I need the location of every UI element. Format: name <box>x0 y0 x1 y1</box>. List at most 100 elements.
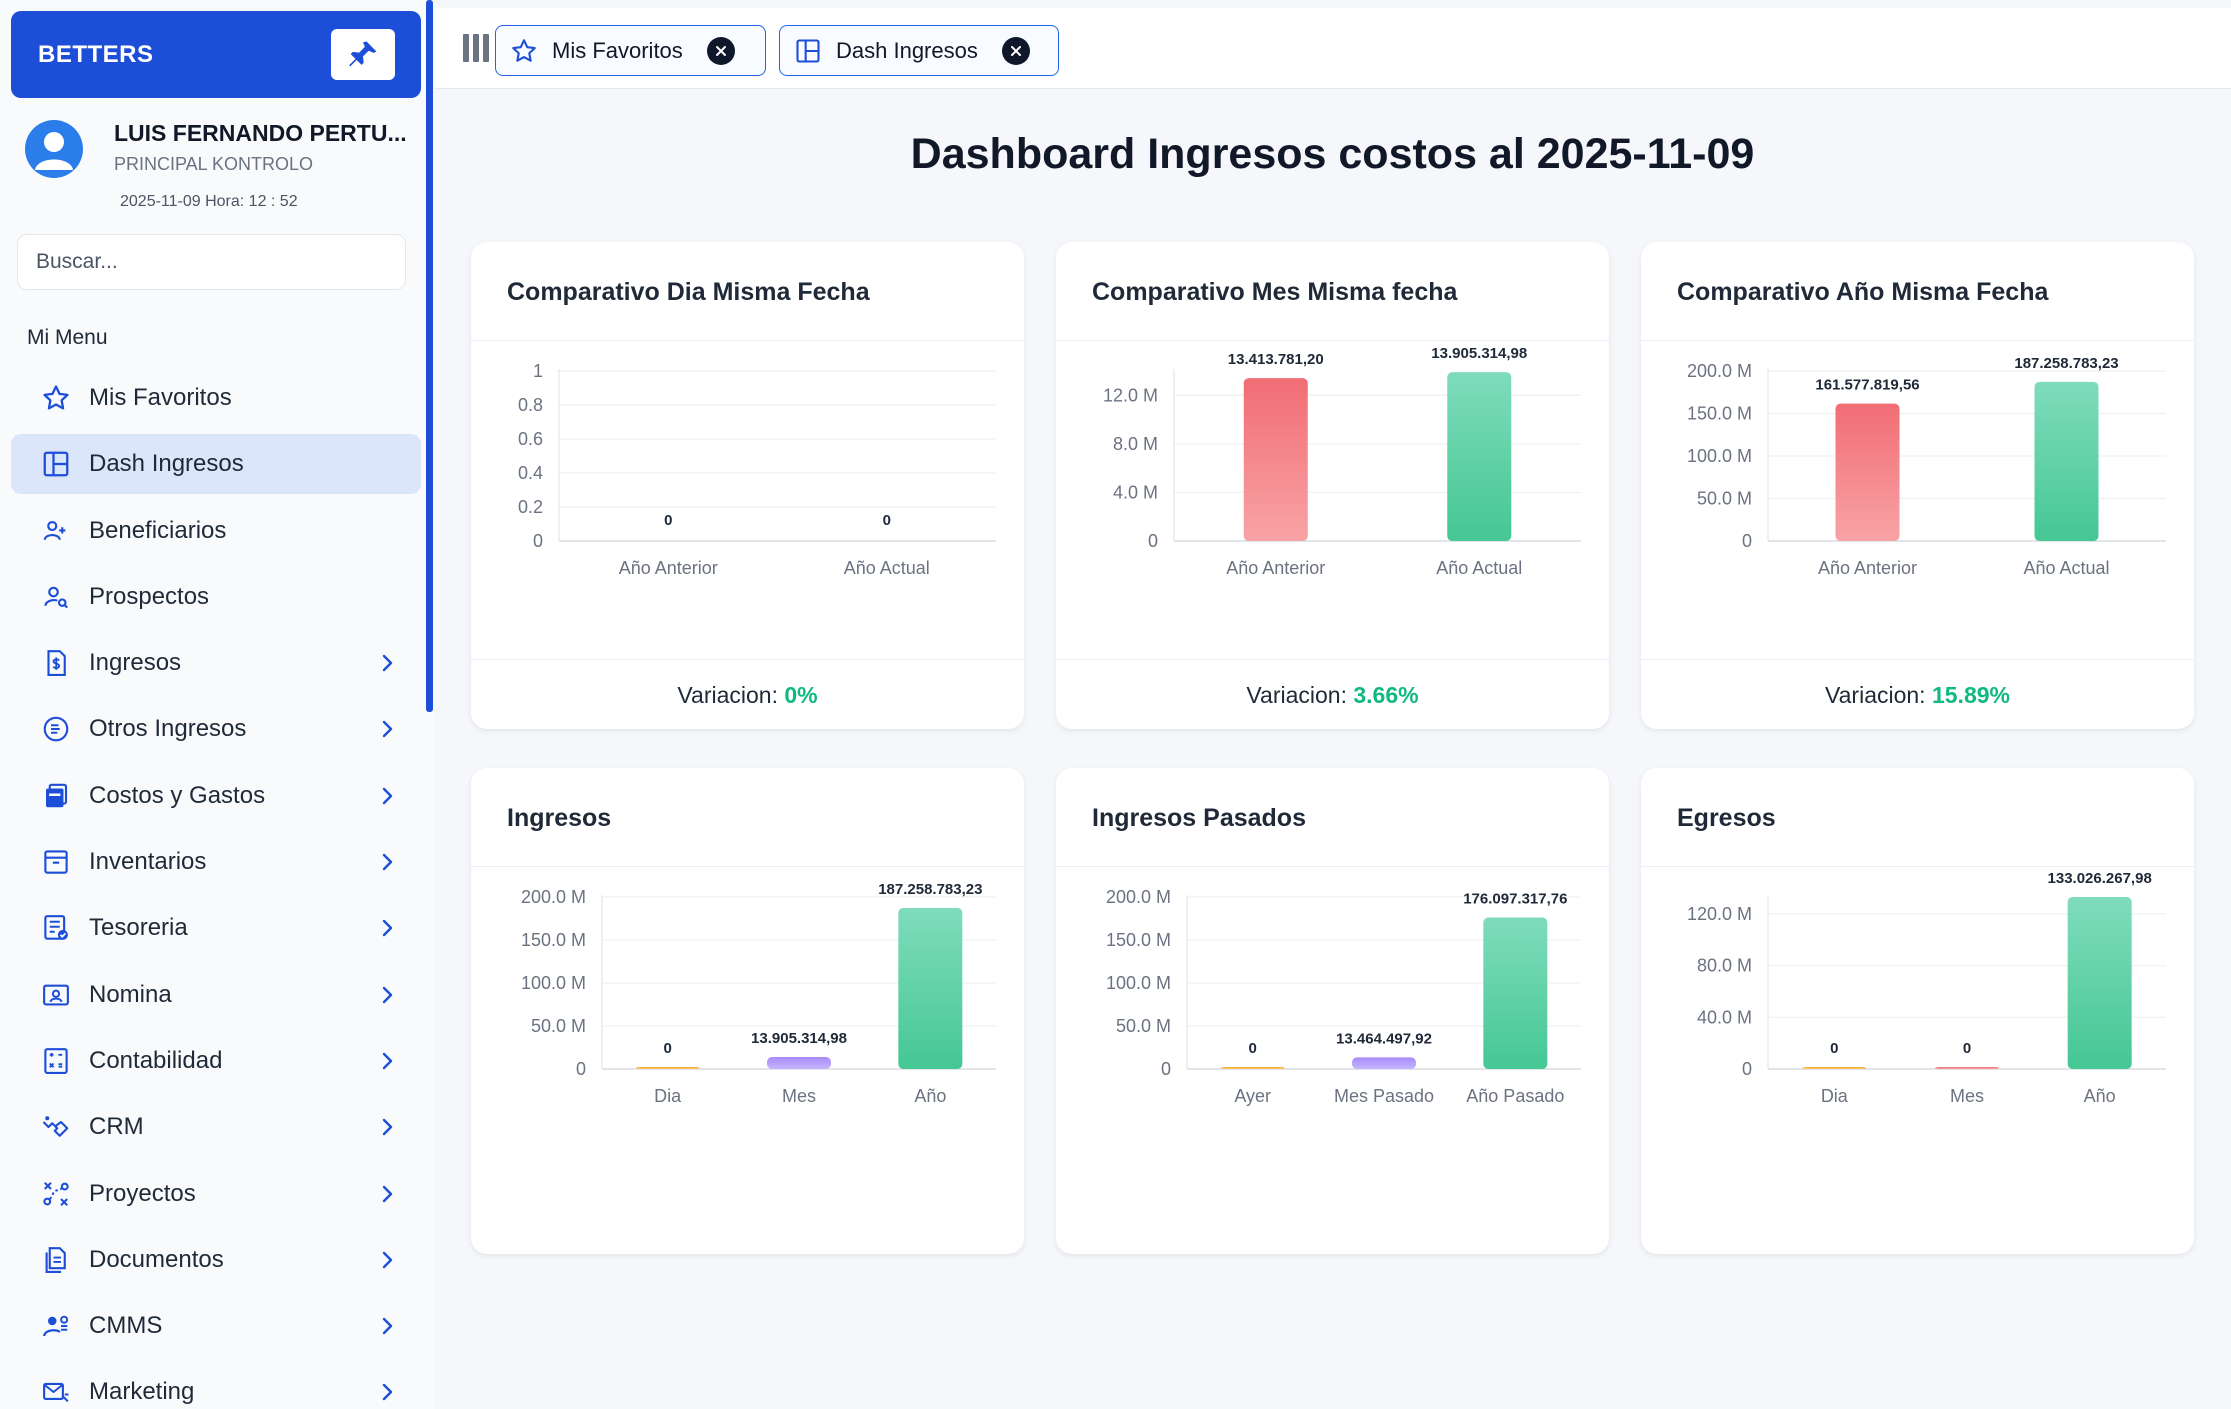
sidebar-item-nomina[interactable]: Nomina <box>11 965 421 1025</box>
user-role: PRINCIPAL KONTROLO <box>114 154 314 174</box>
avatar[interactable] <box>25 120 83 178</box>
chart-card: Egresos 0 40.0 M 80.0 M 120.0 M 0 Dia 0 Mes 133.0… <box>1641 768 2194 1254</box>
card-title: Ingresos Pasados <box>1092 804 1306 832</box>
sidebar-scrollbar[interactable] <box>426 0 433 712</box>
y-tick-label: 100.0 M <box>521 973 586 993</box>
sidebar-item-label: Nomina <box>89 980 172 1008</box>
sidebar-item-marketing[interactable]: Marketing <box>11 1362 421 1409</box>
bar[interactable] <box>2034 381 2099 541</box>
close-icon <box>715 45 726 56</box>
close-icon <box>1010 45 1021 56</box>
sidebar-item-costos-y-gastos[interactable]: Costos y Gastos <box>11 766 421 826</box>
chevron-right-icon[interactable] <box>375 1115 399 1139</box>
bar[interactable] <box>1220 1067 1285 1069</box>
data-label: 0 <box>663 1040 671 1057</box>
sidebar-item-label: Prospectos <box>89 582 210 610</box>
wallet-icon <box>41 781 71 811</box>
bar[interactable] <box>1802 1067 1867 1069</box>
brand-name: BETTERS <box>38 40 154 68</box>
x-tick-label: Ayer <box>1234 1086 1271 1106</box>
tab-label: Mis Favoritos <box>552 37 683 63</box>
sidebar-item-label: Dash Ingresos <box>89 450 244 478</box>
tab-bar: Mis Favoritos Dash Ingresos <box>434 8 2231 89</box>
data-label: 13.905.314,98 <box>751 1030 847 1047</box>
sidebar-item-mis-favoritos[interactable]: Mis Favoritos <box>11 368 421 428</box>
search-input[interactable] <box>17 234 406 290</box>
close-tab-button[interactable] <box>706 36 735 65</box>
bar[interactable] <box>1243 378 1308 541</box>
x-tick-label: Año Anterior <box>1226 558 1325 578</box>
chevron-right-icon[interactable] <box>375 1182 399 1206</box>
user-search-icon <box>41 582 71 612</box>
chevron-right-icon[interactable] <box>375 916 399 940</box>
variation-label: Variacion: <box>1246 682 1354 708</box>
chevron-right-icon[interactable] <box>375 1248 399 1272</box>
sidebar-item-otros-ingresos[interactable]: Otros Ingresos <box>11 699 421 759</box>
tab-label: Dash Ingresos <box>836 37 978 63</box>
chevron-right-icon[interactable] <box>375 1380 399 1404</box>
data-label: 13.413.781,20 <box>1228 351 1324 368</box>
bar[interactable] <box>635 1067 700 1069</box>
chevron-right-icon[interactable] <box>375 850 399 874</box>
y-tick-label: 40.0 M <box>1697 1007 1752 1027</box>
data-label: 176.097.317,76 <box>1463 891 1567 908</box>
data-label: 161.577.819,56 <box>1815 377 1919 394</box>
sidebar-item-prospectos[interactable]: Prospectos <box>11 567 421 627</box>
sidebar-item-label: Otros Ingresos <box>89 715 247 743</box>
chart-card: Comparativo Año Misma Fecha Variacion: 15… <box>1641 242 2194 729</box>
users-icon <box>41 516 71 546</box>
divider <box>471 866 1024 867</box>
chevron-right-icon[interactable] <box>375 983 399 1007</box>
sidebar-item-label: Documentos <box>89 1245 224 1273</box>
star-icon <box>41 383 71 413</box>
x-tick-label: Año Actual <box>844 558 930 578</box>
bar[interactable] <box>767 1057 831 1069</box>
variation-summary: Variacion: 3.66% <box>1056 682 1609 709</box>
data-label: 0 <box>883 512 891 529</box>
divider <box>1056 659 1609 660</box>
x-tick-label: Año Anterior <box>1818 558 1917 578</box>
chevron-right-icon[interactable] <box>375 784 399 808</box>
data-label: 187.258.783,23 <box>878 881 982 898</box>
chevron-right-icon[interactable] <box>375 1049 399 1073</box>
user-name: LUIS FERNANDO PERTU... <box>114 120 407 146</box>
sidebar-item-crm[interactable]: CRM <box>11 1097 421 1157</box>
columns-icon[interactable] <box>463 34 489 62</box>
bar[interactable] <box>1483 917 1548 1069</box>
chevron-right-icon[interactable] <box>375 717 399 741</box>
sidebar-item-ingresos[interactable]: Ingresos <box>11 633 421 693</box>
bar[interactable] <box>1447 372 1512 541</box>
x-tick-label: Dia <box>654 1086 682 1106</box>
dashboard-icon <box>794 37 822 65</box>
chevron-right-icon[interactable] <box>375 1314 399 1338</box>
pin-icon <box>349 41 377 66</box>
y-tick-label: 0.6 <box>518 429 543 449</box>
sidebar-item-proyectos[interactable]: Proyectos <box>11 1164 421 1224</box>
bar[interactable] <box>1352 1057 1416 1069</box>
bar[interactable] <box>1935 1067 1999 1069</box>
divider <box>1641 866 2194 867</box>
sidebar-item-beneficiarios[interactable]: Beneficiarios <box>11 501 421 561</box>
sidebar-item-documentos[interactable]: Documentos <box>11 1230 421 1290</box>
card-title: Comparativo Mes Misma fecha <box>1092 278 1458 306</box>
variation-label: Variacion: <box>1825 682 1932 708</box>
data-label: 0 <box>1248 1040 1256 1057</box>
tab-mis-favoritos[interactable]: Mis Favoritos <box>495 25 766 76</box>
sidebar-item-inventarios[interactable]: Inventarios <box>11 832 421 892</box>
data-label: 133.026.267,98 <box>2048 870 2152 887</box>
sidebar-item-dash-ingresos[interactable]: Dash Ingresos <box>11 434 421 495</box>
chevron-right-icon[interactable] <box>375 651 399 675</box>
bar[interactable] <box>2067 897 2132 1069</box>
sidebar-item-contabilidad[interactable]: Contabilidad <box>11 1031 421 1091</box>
bar[interactable] <box>1835 403 1900 541</box>
sidebar-item-tesoreria[interactable]: Tesoreria <box>11 898 421 958</box>
sidebar-item-label: Beneficiarios <box>89 516 227 544</box>
close-tab-button[interactable] <box>1001 36 1030 65</box>
tab-dash-ingresos[interactable]: Dash Ingresos <box>779 25 1059 76</box>
sidebar-item-cmms[interactable]: CMMS <box>11 1296 421 1356</box>
pin-sidebar-button[interactable] <box>331 29 395 80</box>
bar[interactable] <box>898 907 963 1069</box>
y-tick-label: 50.0 M <box>1697 489 1752 509</box>
menu-title: Mi Menu <box>27 326 108 349</box>
data-label: 0 <box>1963 1040 1971 1057</box>
